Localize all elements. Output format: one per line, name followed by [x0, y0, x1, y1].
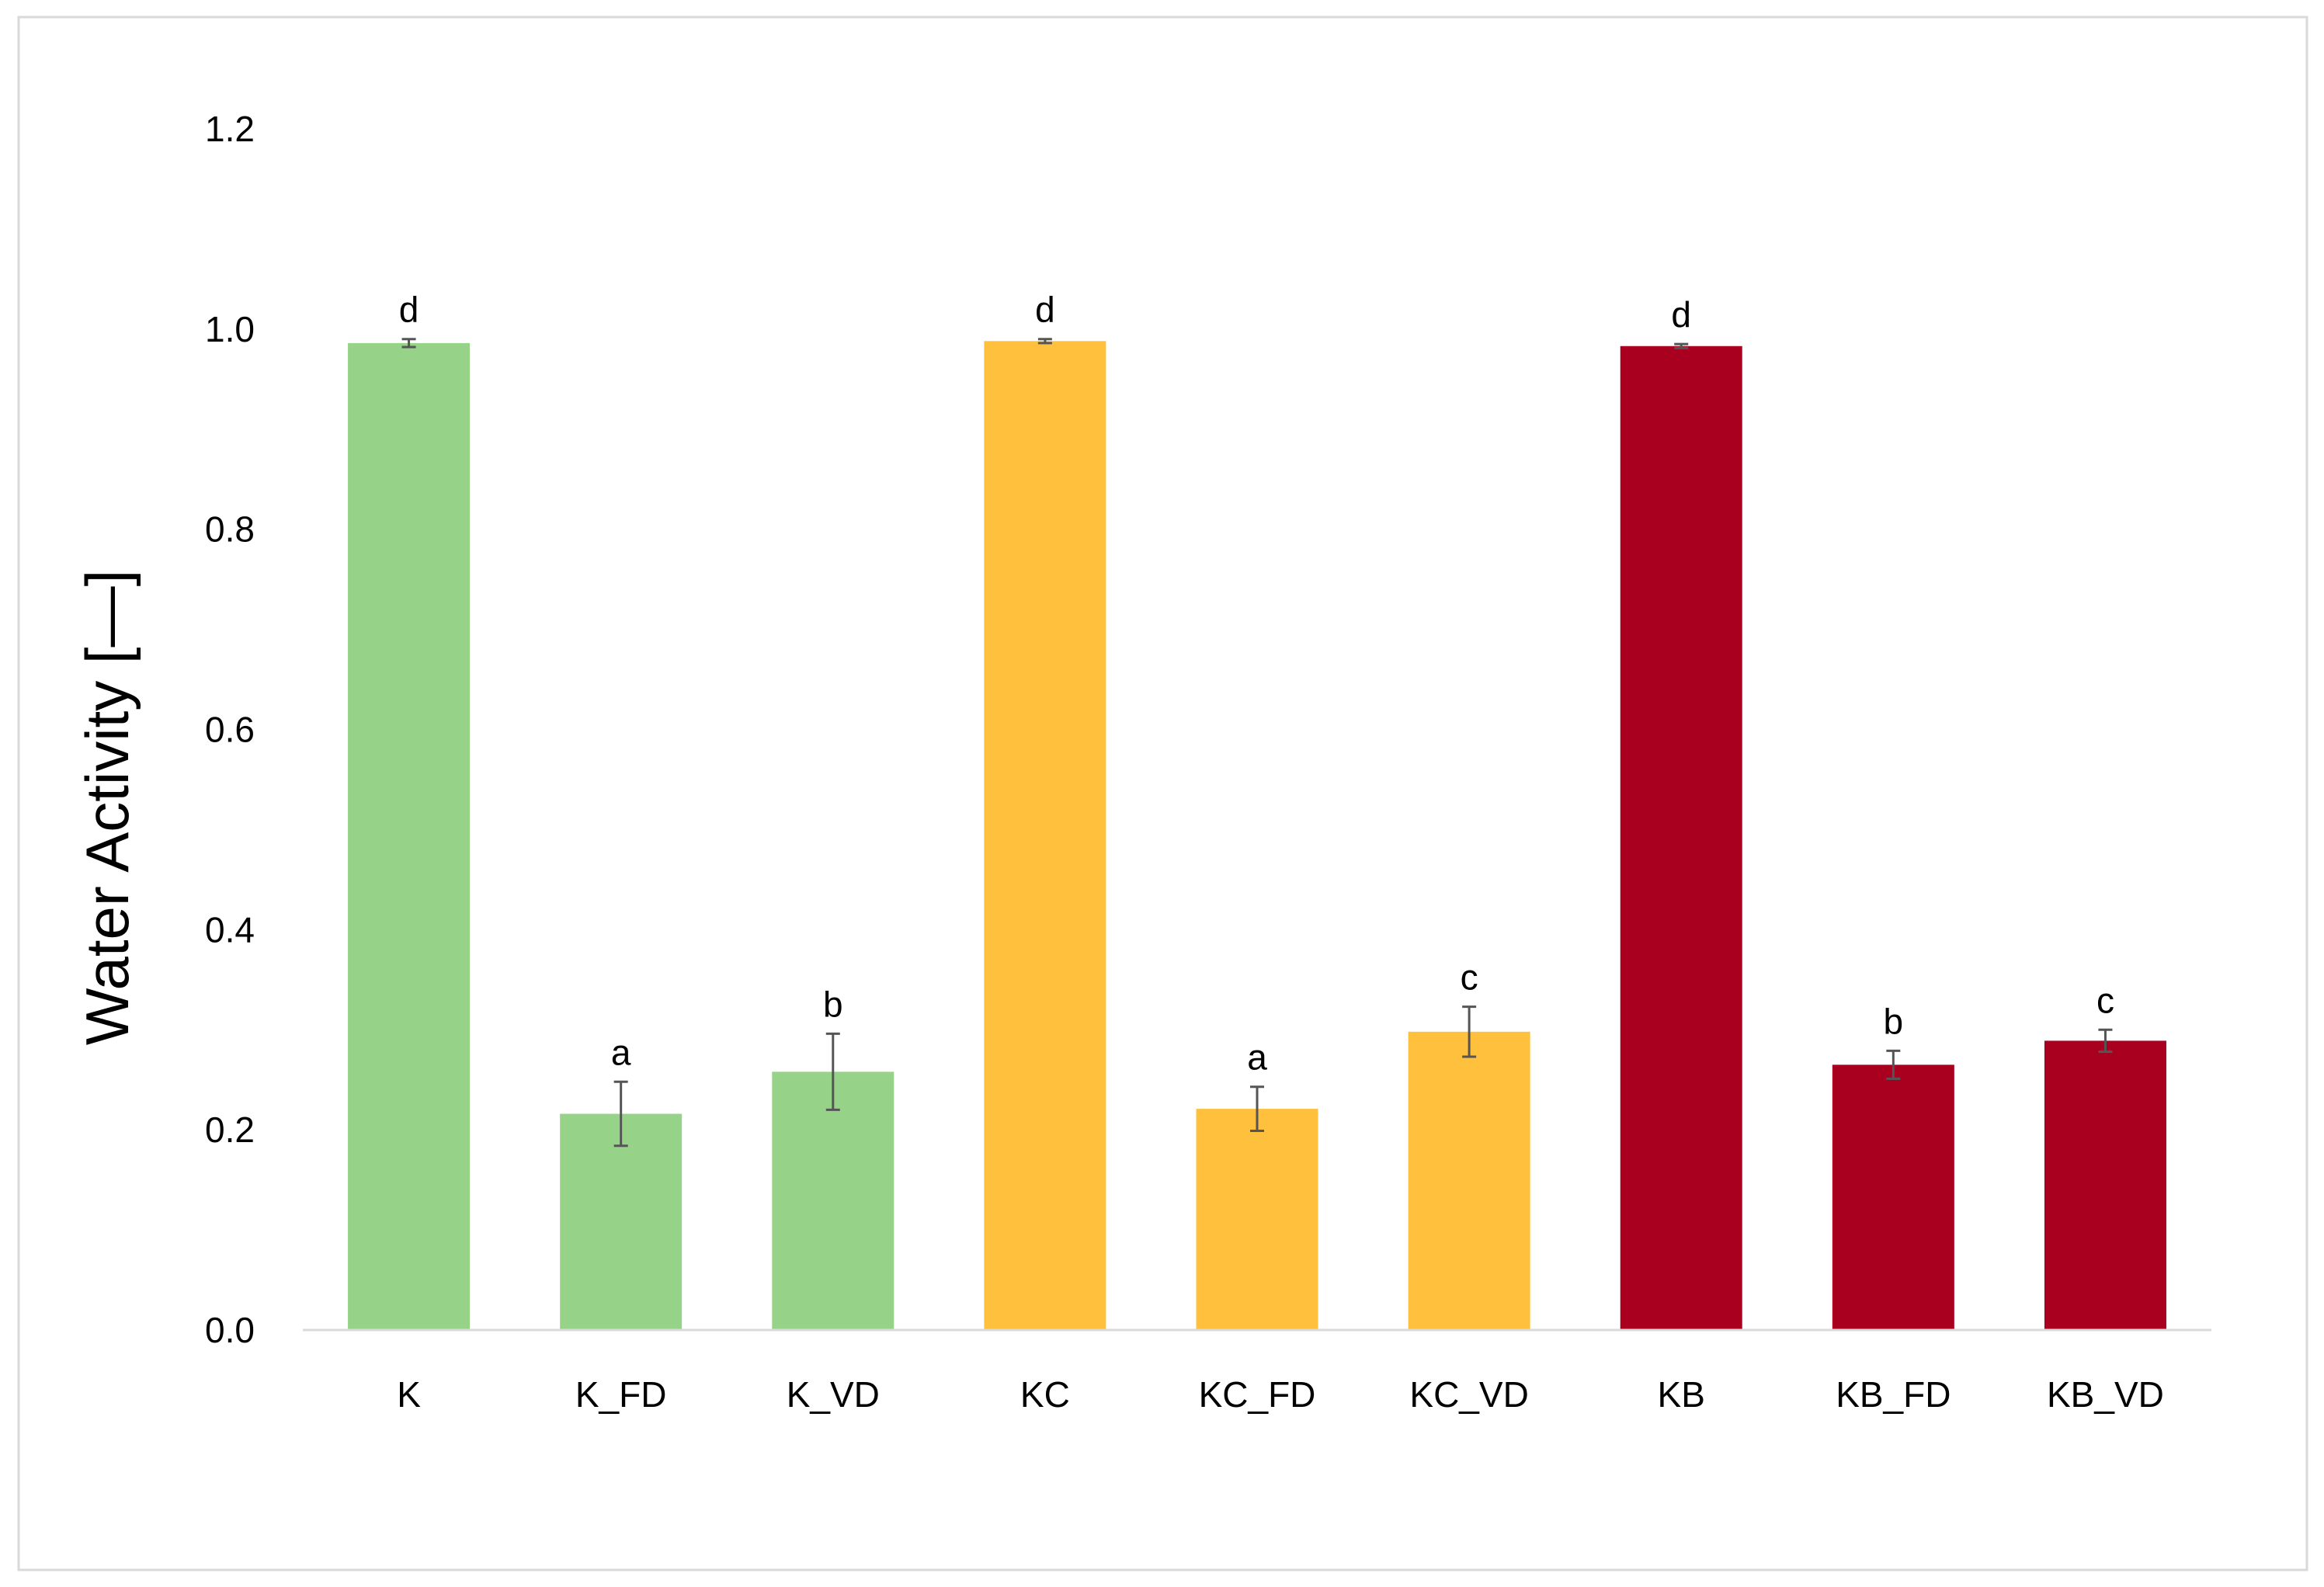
error-bar-kb [1674, 342, 1689, 349]
bar-kb-vd [2044, 1040, 2166, 1330]
y-tick-label: 0.2 [205, 1110, 255, 1150]
error-bar-k-fd [613, 1080, 628, 1148]
significance-label: d [399, 290, 419, 330]
x-category-label: KC [1020, 1374, 1070, 1415]
x-category-label: KC_VD [1409, 1374, 1528, 1415]
x-category-label: K_VD [787, 1374, 880, 1415]
bar-k [348, 342, 471, 1331]
error-bars [401, 338, 2113, 1148]
error-bar-kb-vd [2098, 1028, 2113, 1054]
x-category-label: KB_VD [2047, 1374, 2164, 1415]
x-axis-category-labels: K K_FD K_VD KC KC_FD KC_VD KB KB_FD KB_VD [397, 1374, 2164, 1415]
error-bar-kc-fd [1250, 1085, 1264, 1132]
significance-labels: d a b d a c d b c [399, 290, 2114, 1078]
y-tick-label: 0.0 [205, 1310, 255, 1350]
x-category-label: K [397, 1374, 421, 1415]
significance-label: d [1671, 294, 1691, 335]
significance-label: c [2096, 980, 2114, 1020]
y-tick-label: 0.8 [205, 509, 255, 550]
significance-label: c [1461, 957, 1478, 998]
x-category-label: K_FD [575, 1374, 667, 1415]
error-bar-kc [1037, 338, 1052, 345]
bar-kc-vd [1408, 1031, 1530, 1330]
y-axis-title-group: Water Activity [—] [73, 570, 141, 1046]
significance-label: a [1247, 1037, 1267, 1078]
bar-kb [1620, 346, 1742, 1331]
significance-label: b [1884, 1001, 1904, 1041]
bars [348, 341, 2166, 1331]
significance-label: b [823, 984, 843, 1024]
x-category-label: KC_FD [1199, 1374, 1316, 1415]
error-bar-k-vd [825, 1032, 840, 1111]
y-tick-label: 0.6 [205, 710, 255, 750]
bar-k-vd [772, 1071, 895, 1330]
y-tick-label: 1.2 [205, 109, 255, 149]
error-bar-k [401, 338, 416, 349]
bar-kc [984, 341, 1106, 1330]
x-category-label: KB [1658, 1374, 1705, 1415]
significance-label: d [1035, 290, 1055, 330]
bar-kb-fd [1832, 1064, 1954, 1330]
error-bar-kb-fd [1886, 1049, 1901, 1080]
y-tick-label: 1.0 [205, 309, 255, 349]
x-category-label: KB_FD [1836, 1374, 1951, 1415]
error-bar-kc-vd [1462, 1005, 1477, 1058]
y-axis-title: Water Activity [—] [73, 570, 141, 1046]
y-axis-ticks: 0.0 0.2 0.4 0.6 0.8 1.0 1.2 [205, 109, 255, 1350]
significance-label: a [611, 1032, 631, 1072]
bar-kc-fd [1196, 1109, 1318, 1330]
y-tick-label: 0.4 [205, 909, 255, 950]
bar-k-fd [560, 1113, 683, 1330]
